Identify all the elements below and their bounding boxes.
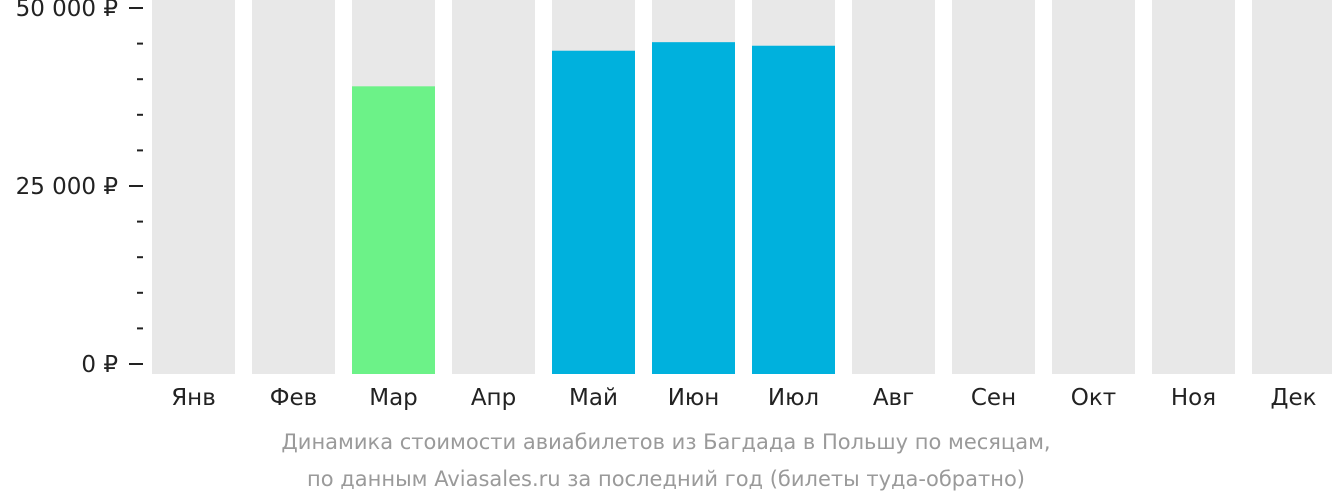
x-tick-label-10: Окт [1071,385,1116,411]
background-bar-8 [852,0,935,374]
background-bars [152,0,1332,374]
background-bar-12 [1252,0,1332,374]
x-tick-label-11: Ноя [1171,385,1216,411]
y-tick-label-3: 0 ₽ [81,352,118,378]
bar-7 [752,45,835,375]
bar-6 [652,42,735,375]
y-tick-label-2: 25 000 ₽ [16,174,118,200]
caption-line-1: Динамика стоимости авиабилетов из Багдад… [281,430,1051,454]
x-axis-labels: Янв Фев Мар Апр Май Июн Июл Авг Сен Окт Ноя Дек [171,385,1316,411]
x-tick-label-3: Мар [369,385,418,411]
background-bar-9 [952,0,1035,374]
bar-5 [552,50,635,374]
x-tick-label-4: Апр [471,385,516,411]
x-tick-label-8: Авг [873,385,914,411]
y-axis: 50 000 ₽ 25 000 ₽ 0 ₽ [16,0,143,378]
bar-3 [352,86,435,374]
background-bar-2 [252,0,335,374]
background-bar-11 [1152,0,1235,374]
x-tick-label-9: Сен [971,385,1016,411]
background-bar-10 [1052,0,1135,374]
data-bars [352,42,835,375]
background-bar-1 [152,0,235,374]
caption-line-2: по данным Aviasales.ru за последний год … [307,467,1025,491]
x-tick-label-6: Июн [668,385,720,411]
x-tick-label-1: Янв [171,385,216,411]
x-tick-label-2: Фев [270,385,318,411]
y-tick-label-1: 50 000 ₽ [16,0,118,22]
price-chart: 50 000 ₽ 25 000 ₽ 0 ₽ Янв Фев Мар Апр Май Июн Ию… [16,0,1332,411]
x-tick-label-5: Май [569,385,618,411]
x-tick-label-7: Июл [768,385,819,411]
x-tick-label-12: Дек [1270,385,1316,411]
background-bar-4 [452,0,535,374]
